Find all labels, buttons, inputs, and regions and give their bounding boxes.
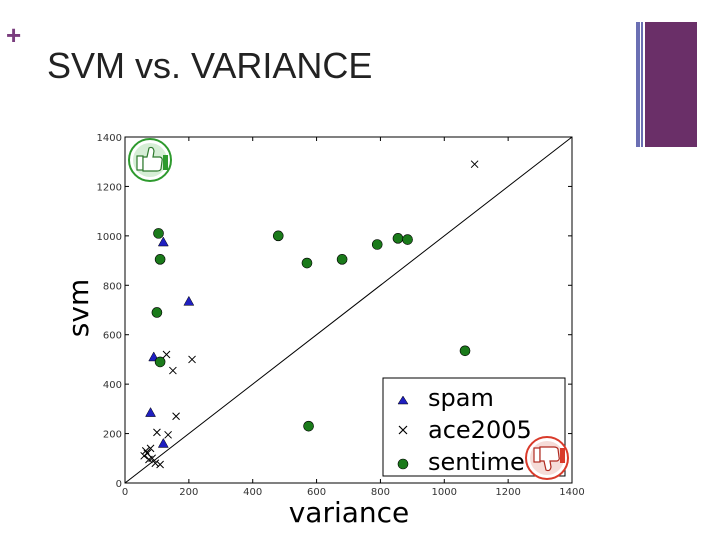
sentiment-point <box>303 420 314 432</box>
sentiment-point <box>301 257 313 269</box>
sentiment-point <box>371 239 383 250</box>
thumbs-down-icon <box>525 436 569 480</box>
y-tick-label: 400 <box>103 380 122 391</box>
sentiment-point <box>272 230 284 242</box>
y-tick-label: 1400 <box>97 133 122 144</box>
ace2005-point <box>156 460 164 469</box>
y-tick-label: 1200 <box>97 182 122 193</box>
ace2005-point <box>141 447 150 455</box>
legend-label-sentiment: sentime <box>428 448 525 476</box>
plus-bullet: + <box>6 20 22 50</box>
ace2005-point <box>188 355 196 364</box>
sentiment-point <box>154 254 166 265</box>
y-tick-label: 800 <box>103 281 122 292</box>
y-tick-label: 0 <box>116 479 122 490</box>
ace2005-point <box>162 350 171 359</box>
x-tick-label: 400 <box>243 487 262 498</box>
sentiment-point <box>402 234 413 245</box>
sentiment-point <box>154 356 166 368</box>
y-axis: 0 200 400 600 800 1000 1200 1400 <box>97 133 572 490</box>
sentiment-point <box>151 307 163 318</box>
ace2005-point <box>470 160 479 169</box>
y-axis-label: svm <box>62 279 95 337</box>
sentiment-point <box>153 228 164 239</box>
data-points <box>140 160 479 469</box>
legend-marker-sentiment <box>397 458 409 470</box>
ace2005-point <box>151 459 160 468</box>
x-tick-label: 1000 <box>432 487 457 498</box>
y-tick-label: 600 <box>103 331 122 342</box>
thumbs-up-icon <box>128 138 172 182</box>
x-axis-label: variance <box>289 496 410 529</box>
sentiment-point <box>336 254 348 265</box>
spam-point <box>157 236 169 247</box>
x-tick-label: 800 <box>371 487 390 498</box>
spam-point <box>145 407 156 417</box>
ace2005-point <box>172 412 180 421</box>
spam-point <box>183 295 195 306</box>
legend-marker-ace2005 <box>398 425 408 435</box>
ace2005-point <box>140 451 149 460</box>
x-tick-label: 1200 <box>495 487 520 498</box>
accent-block <box>645 22 697 147</box>
x-tick-label: 1400 <box>559 487 584 498</box>
ace2005-point <box>169 366 177 375</box>
accent-line <box>636 22 640 147</box>
sentiment-point <box>392 233 404 244</box>
ace2005-point <box>146 444 155 453</box>
x-tick-label: 200 <box>179 487 198 498</box>
diagonal-line <box>124 136 573 484</box>
ace2005-point <box>153 428 161 437</box>
spam-point <box>157 437 169 448</box>
slide-title: SVM vs. VARIANCE <box>47 45 373 86</box>
y-tick-label: 1000 <box>97 232 122 243</box>
y-tick-label: 200 <box>103 430 122 441</box>
ace2005-point <box>148 454 156 463</box>
x-tick-label: 600 <box>307 487 326 498</box>
legend-label-spam: spam <box>428 384 494 412</box>
legend-marker-spam <box>397 395 409 405</box>
legend-label-ace2005: ace2005 <box>428 416 532 444</box>
sentiment-point <box>459 345 471 357</box>
x-tick-label: 0 <box>122 487 128 498</box>
accent-line-thin <box>641 22 643 147</box>
ace2005-point <box>164 430 172 439</box>
x-axis: 0 200 400 600 800 1000 1200 1400 <box>122 137 585 498</box>
